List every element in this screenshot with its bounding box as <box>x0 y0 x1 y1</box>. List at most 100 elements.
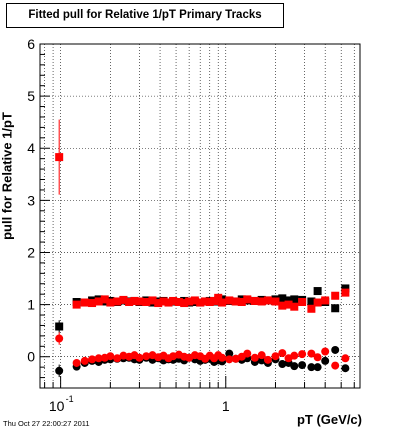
data-point <box>100 295 109 304</box>
data-point <box>331 361 340 370</box>
data-point <box>55 322 64 331</box>
data-point <box>271 297 280 306</box>
data-point <box>278 360 287 369</box>
data-point <box>331 291 340 300</box>
data-point <box>125 298 134 306</box>
data-point <box>119 295 128 304</box>
grid-lines <box>40 43 360 388</box>
y-axis-label: pull for Relative 1/pT <box>0 112 15 240</box>
data-point <box>80 356 89 365</box>
data-point <box>214 293 223 302</box>
data-point <box>298 350 307 359</box>
data-point <box>148 296 157 305</box>
data-point <box>321 296 330 305</box>
svg-text:-1: -1 <box>66 394 74 404</box>
data-point <box>174 298 183 306</box>
data-point <box>341 284 350 293</box>
data-point <box>55 334 64 343</box>
data-point <box>218 298 227 307</box>
data-point <box>263 355 272 364</box>
data-point <box>243 295 252 304</box>
chart-title-box: Fitted pull for Relative 1/pT Primary Tr… <box>6 3 284 28</box>
data-point <box>307 363 316 372</box>
data-point <box>290 362 299 371</box>
data-point <box>159 297 168 306</box>
data-point <box>284 296 293 305</box>
data-point <box>196 298 205 307</box>
data-point <box>321 347 330 356</box>
data-point <box>94 354 103 363</box>
y-tick-label: 1 <box>27 297 35 313</box>
data-point <box>205 298 214 306</box>
data-point <box>278 301 287 310</box>
data-point <box>271 352 280 361</box>
data-point <box>298 361 307 370</box>
data-point <box>72 358 81 367</box>
data-point <box>313 298 322 307</box>
data-point <box>284 300 293 309</box>
data-point <box>72 300 81 309</box>
data-point <box>290 351 299 360</box>
timestamp: Thu Oct 27 22:00:27 2011 <box>3 419 90 428</box>
data-point <box>201 297 210 306</box>
y-tick-label: 3 <box>27 192 35 208</box>
data-point <box>88 355 97 364</box>
data-point <box>225 349 234 358</box>
x-tick-label: 10 -1 <box>49 394 74 414</box>
data-point <box>321 356 330 365</box>
data-point <box>341 288 350 297</box>
data-point <box>231 297 240 306</box>
data-point <box>341 364 350 373</box>
data-point <box>225 355 234 364</box>
data-point <box>113 297 122 306</box>
data-point <box>307 304 316 313</box>
y-tick-label: 4 <box>27 140 35 156</box>
x-tick-label: 1 <box>222 398 230 414</box>
y-tick-label: 0 <box>27 349 35 365</box>
data-point <box>106 298 115 307</box>
data-point <box>113 354 122 363</box>
data-point <box>185 297 194 306</box>
chart-title: Fitted pull for Relative 1/pT Primary Tr… <box>28 9 262 21</box>
data-point <box>290 295 299 304</box>
axes: 0 1 2 3 4 5 6 10 -1 1 <box>27 36 355 414</box>
data-markers <box>55 153 350 375</box>
data-point <box>331 304 340 313</box>
svg-text:10: 10 <box>49 398 65 414</box>
data-point <box>313 287 322 296</box>
data-point <box>250 296 259 305</box>
data-point <box>190 296 199 305</box>
data-point <box>135 297 144 306</box>
data-point <box>169 296 178 305</box>
data-point <box>164 298 173 307</box>
data-point <box>142 298 151 306</box>
data-point <box>263 296 272 305</box>
data-point <box>180 299 189 308</box>
data-point <box>55 153 64 162</box>
data-point <box>243 349 252 358</box>
data-point <box>55 366 64 375</box>
data-point <box>218 353 227 362</box>
y-tick-label: 2 <box>27 244 35 260</box>
data-point <box>278 294 287 303</box>
data-point <box>130 296 139 305</box>
data-point <box>154 299 163 308</box>
data-point <box>237 298 246 306</box>
data-point <box>313 353 322 362</box>
data-point <box>257 297 266 306</box>
data-point <box>88 299 97 308</box>
data-point <box>94 297 103 306</box>
data-point <box>307 297 316 306</box>
data-point <box>278 349 287 358</box>
data-point <box>257 351 266 360</box>
data-point <box>331 345 340 354</box>
y-tick-label: 6 <box>27 36 35 52</box>
data-point <box>250 353 259 362</box>
svg-text:1: 1 <box>222 398 230 414</box>
data-point <box>142 352 151 361</box>
data-point <box>341 354 350 363</box>
data-point <box>307 349 316 358</box>
data-point <box>225 296 234 305</box>
data-point <box>210 296 219 305</box>
y-tick-label: 5 <box>27 88 35 104</box>
